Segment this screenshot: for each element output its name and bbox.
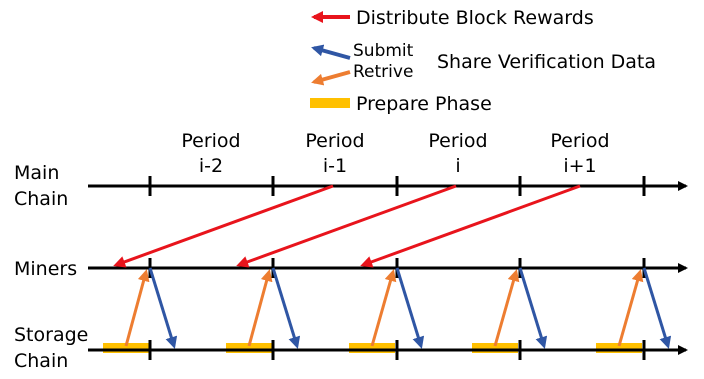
retrive-arrows	[124, 269, 644, 347]
reward-arrows	[113, 184, 581, 268]
legend-prepare-label: Prepare Phase	[356, 93, 492, 115]
prepare-bar	[226, 343, 272, 353]
main-chain-label-line2: Chain	[14, 188, 68, 210]
miners-label: Miners	[14, 258, 77, 280]
storage-chain-label-line2: Chain	[14, 350, 68, 372]
period-label-1-line1: Period	[181, 130, 240, 152]
legend-retrive-arrow	[311, 70, 351, 86]
prepare-bar	[472, 343, 518, 353]
legend-prepare-bar	[310, 98, 350, 108]
period-label-2-line1: Period	[305, 130, 364, 152]
retrive-arrow	[493, 269, 520, 347]
prepare-bar	[349, 343, 395, 353]
period-label-4-line1: Period	[550, 130, 609, 152]
prepare-bar	[596, 343, 642, 353]
submit-arrow	[271, 267, 301, 349]
submit-arrows	[148, 267, 672, 349]
reward-arrow	[360, 184, 581, 268]
reward-arrow	[236, 184, 457, 268]
submit-arrow	[642, 267, 672, 349]
retrive-arrow	[124, 269, 150, 347]
legend-share-label: Share Verification Data	[437, 51, 656, 73]
submit-arrow	[395, 267, 425, 349]
period-label-4-line2: i+1	[563, 155, 596, 177]
submit-arrow	[518, 267, 548, 349]
storage-chain-label-line1: Storage	[14, 324, 88, 346]
period-label-2-line2: i-1	[323, 155, 347, 177]
legend-submit-arrow	[311, 44, 351, 60]
timelines	[88, 181, 688, 355]
period-label-3-line1: Period	[428, 130, 487, 152]
prepare-bar	[103, 343, 149, 353]
legend: Distribute Block Rewards Submit Retrive …	[310, 7, 656, 115]
submit-arrow	[148, 267, 178, 349]
retrive-arrow	[370, 269, 397, 347]
retrive-arrow	[247, 269, 273, 347]
legend-reward-label: Distribute Block Rewards	[356, 7, 594, 29]
reward-arrow	[113, 184, 334, 268]
period-label-3-line2: i	[455, 155, 460, 177]
row-labels: Main Chain Miners Storage Chain	[14, 162, 88, 372]
prepare-bars	[103, 343, 642, 353]
main-chain-label-line1: Main	[14, 162, 59, 184]
legend-submit-label: Submit	[353, 41, 414, 61]
retrive-arrow	[617, 269, 644, 347]
legend-retrive-label: Retrive	[353, 62, 413, 82]
period-labels: Period i-2 Period i-1 Period i Period i+…	[181, 130, 609, 177]
period-label-1-line2: i-2	[199, 155, 223, 177]
